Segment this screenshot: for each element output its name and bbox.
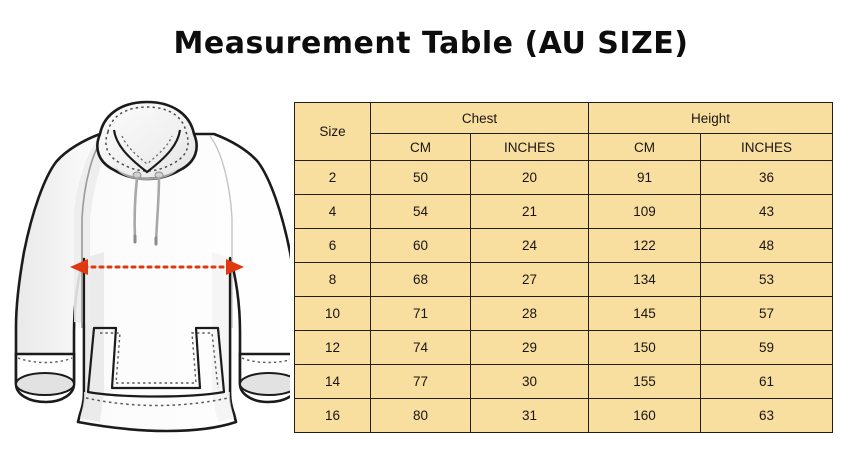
table-head: Size Chest Height CM INCHES CM INCHES: [294, 102, 833, 161]
cell-chest-inches: 27: [470, 262, 589, 297]
cell-chest-inches: 29: [470, 330, 589, 365]
hood-group: [96, 100, 198, 181]
cuff-opening-right: [239, 372, 290, 396]
cell-size: 10: [294, 296, 371, 331]
arrowhead-left: [70, 259, 88, 275]
cell-chest-inches: 24: [470, 228, 589, 263]
kangaroo-pocket-group: [86, 326, 226, 398]
chest-measure-arrow: [70, 259, 244, 275]
table-row: 12 74 29 150 59: [294, 330, 833, 365]
table-row: 10 71 28 145 57: [294, 296, 833, 331]
cell-size: 6: [294, 228, 371, 263]
cell-height-cm: 145: [588, 296, 701, 331]
shoulder-seam-right: [209, 135, 233, 328]
cell-height-cm: 150: [588, 330, 701, 365]
pocket-outline: [86, 326, 226, 398]
drawstring-right: [154, 176, 161, 244]
table-header-row-top: Size Chest Height: [294, 102, 833, 161]
neckline-opening: [112, 129, 182, 174]
cell-chest-cm: 50: [370, 160, 471, 195]
cell-chest-inches: 28: [470, 296, 589, 331]
hem-stitch: [85, 397, 229, 407]
table-body: 2 50 20 91 36 4 54 21 109 43 6 60 24 122 48 8 68 27 134 53 1…: [294, 160, 833, 433]
cell-height-cm: 109: [588, 194, 701, 229]
cell-height-inches: 59: [700, 330, 833, 365]
table-row: 2 50 20 91 36: [294, 160, 833, 195]
cell-height-inches: 43: [700, 194, 833, 229]
column-header-size: Size: [294, 102, 371, 161]
cell-height-cm: 122: [588, 228, 701, 263]
cell-height-cm: 134: [588, 262, 701, 297]
cell-chest-inches: 31: [470, 398, 589, 433]
table-header-row-sub: CM INCHES CM INCHES: [295, 133, 833, 161]
column-header-height-inches: INCHES: [700, 133, 833, 161]
column-header-chest: Chest: [370, 102, 589, 134]
neckline-inner-stitch: [121, 135, 173, 165]
table-row: 6 60 24 122 48: [294, 228, 833, 263]
hood-bottom-shading: [114, 166, 180, 180]
drawstrings-group: [132, 171, 164, 246]
cell-height-cm: 160: [588, 398, 701, 433]
column-header-height-cm: CM: [588, 133, 701, 161]
table-row: 4 54 21 109 43: [294, 194, 833, 229]
cell-chest-cm: 68: [370, 262, 471, 297]
cell-height-cm: 155: [588, 364, 701, 399]
cell-size: 14: [294, 364, 371, 399]
cell-chest-inches: 30: [470, 364, 589, 399]
hoodie-illustration: [4, 92, 290, 450]
table-row: 16 80 31 160 63: [294, 398, 833, 433]
cell-chest-cm: 71: [370, 296, 471, 331]
cell-height-inches: 57: [700, 296, 833, 331]
hem-group: [85, 397, 229, 407]
cell-height-inches: 61: [700, 364, 833, 399]
cell-chest-cm: 54: [370, 194, 471, 229]
table-row: 14 77 30 155 61: [294, 364, 833, 399]
cell-height-cm: 91: [588, 160, 701, 195]
cell-chest-inches: 21: [470, 194, 589, 229]
arrowhead-right: [226, 259, 244, 275]
cuffs-group: [14, 352, 290, 404]
drawstring-left: [133, 176, 139, 242]
cell-height-inches: 36: [700, 160, 833, 195]
cuff-opening-left: [15, 372, 75, 396]
cell-chest-inches: 20: [470, 160, 589, 195]
cell-chest-cm: 74: [370, 330, 471, 365]
cell-size: 2: [294, 160, 371, 195]
hood-outline: [96, 100, 198, 181]
body-shading-right: [212, 252, 234, 422]
cell-chest-cm: 77: [370, 364, 471, 399]
cell-size: 8: [294, 262, 371, 297]
column-header-chest-inches: INCHES: [470, 133, 589, 161]
cell-chest-cm: 60: [370, 228, 471, 263]
cell-height-inches: 63: [700, 398, 833, 433]
cell-height-inches: 53: [700, 262, 833, 297]
cell-size: 16: [294, 398, 371, 433]
column-header-chest-cm: CM: [370, 133, 471, 161]
cuff-stitch-left: [17, 357, 73, 364]
cell-size: 4: [294, 194, 371, 229]
cell-height-inches: 48: [700, 228, 833, 263]
column-header-height: Height: [588, 102, 833, 134]
cell-size: 12: [294, 330, 371, 365]
cell-chest-cm: 80: [370, 398, 471, 433]
hood-inner-stitch: [105, 106, 189, 172]
page-title: Measurement Table (AU SIZE): [173, 26, 689, 61]
table-row: 8 68 27 134 53: [294, 262, 833, 297]
